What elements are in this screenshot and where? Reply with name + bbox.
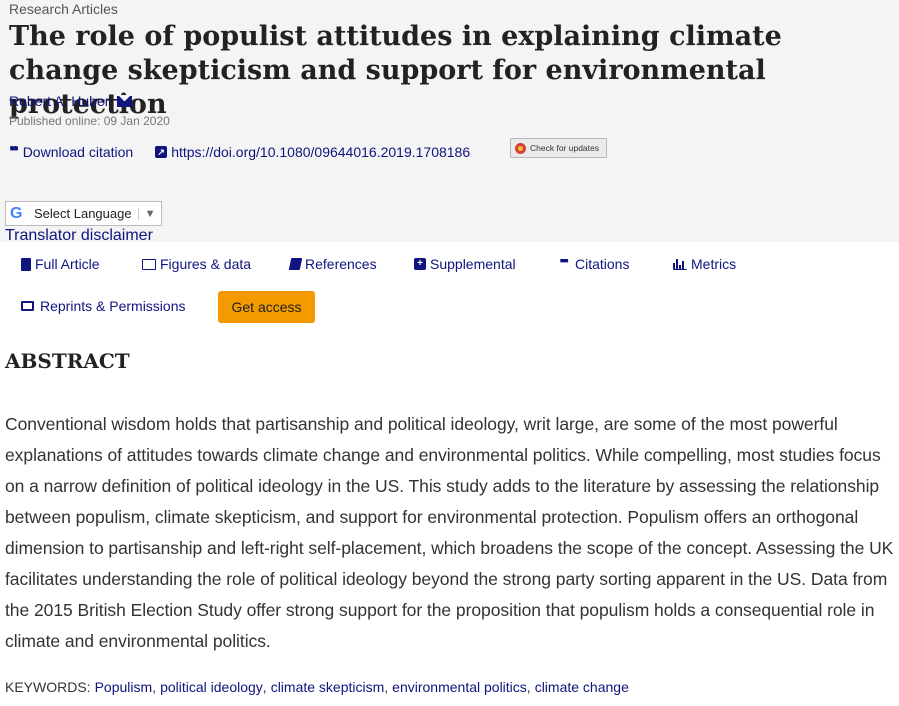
google-icon: G [10,204,23,222]
check-for-updates-button[interactable]: Check for updates [510,138,607,158]
language-select-label: Select Language [34,206,132,221]
keyword-link[interactable]: environmental politics [392,679,527,695]
published-date: Published online: 09 Jan 2020 [9,114,170,128]
keyword-separator: , [152,679,157,695]
crossmark-icon [515,142,526,154]
author-row: Robert A. Huber [9,93,133,109]
keyword-link[interactable]: Populism [94,679,153,695]
doi-link[interactable]: ↗ https://doi.org/10.1080/09644016.2019.… [155,144,470,160]
get-access-button[interactable]: Get access [218,291,315,323]
bar-chart-icon [673,258,687,270]
abstract-body: Conventional wisdom holds that partisans… [5,414,894,651]
keyword-link[interactable]: political ideology [160,679,263,695]
external-link-icon: ↗ [155,146,168,158]
tab-label: Figures & data [160,256,252,272]
language-select[interactable]: G Select Language ▼ [5,201,162,226]
keyword-link[interactable]: climate skepticism [270,679,385,695]
quote-icon: ❝ [9,146,19,158]
tab-label: Supplemental [430,256,516,272]
tab-label: Full Article [35,256,100,272]
tab-supplemental[interactable]: + Supplemental [414,256,516,272]
check-for-updates-label: Check for updates [530,143,599,153]
download-citation-label: Download citation [22,144,134,160]
quote-icon: ❝ [557,259,571,269]
tab-references[interactable]: References [288,256,377,272]
reprints-permissions-link[interactable]: Reprints & Permissions [21,298,186,314]
tab-metrics[interactable]: Metrics [673,256,736,272]
caret-down-icon: ▼ [137,207,155,220]
document-icon [21,257,31,271]
translator-disclaimer-link[interactable]: Translator disclaimer [5,227,153,244]
envelope-icon[interactable] [117,94,133,107]
abstract-heading: ABSTRACT [5,349,130,373]
keywords-label: KEYWORDS: [5,679,91,695]
tab-figures-data[interactable]: Figures & data [142,256,251,272]
book-icon [288,258,303,270]
keyword-link[interactable]: climate change [534,679,629,695]
keyword-separator: , [262,679,267,695]
plus-icon: + [414,258,426,270]
article-tools: ❝ Download citation ↗ https://doi.org/10… [9,144,470,160]
tab-full-article[interactable]: Full Article [21,256,100,272]
image-icon [142,258,156,270]
printer-icon [21,301,34,311]
tab-label: Citations [575,256,630,272]
download-citation-link[interactable]: ❝ Download citation [9,144,133,160]
author-name[interactable]: Robert A. Huber [9,93,110,109]
keyword-separator: , [384,679,389,695]
tab-label: Metrics [691,256,737,272]
section-label: Research Articles [9,1,118,17]
tab-label: References [305,256,377,272]
article-title: The role of populist attitudes in explai… [9,21,782,120]
keyword-separator: , [526,679,531,695]
doi-label: https://doi.org/10.1080/09644016.2019.17… [171,144,471,160]
keywords-list: KEYWORDS: Populism, political ideology, cl… [5,679,629,695]
tab-citations[interactable]: ❝ Citations [557,256,629,272]
reprints-label: Reprints & Permissions [40,298,186,314]
